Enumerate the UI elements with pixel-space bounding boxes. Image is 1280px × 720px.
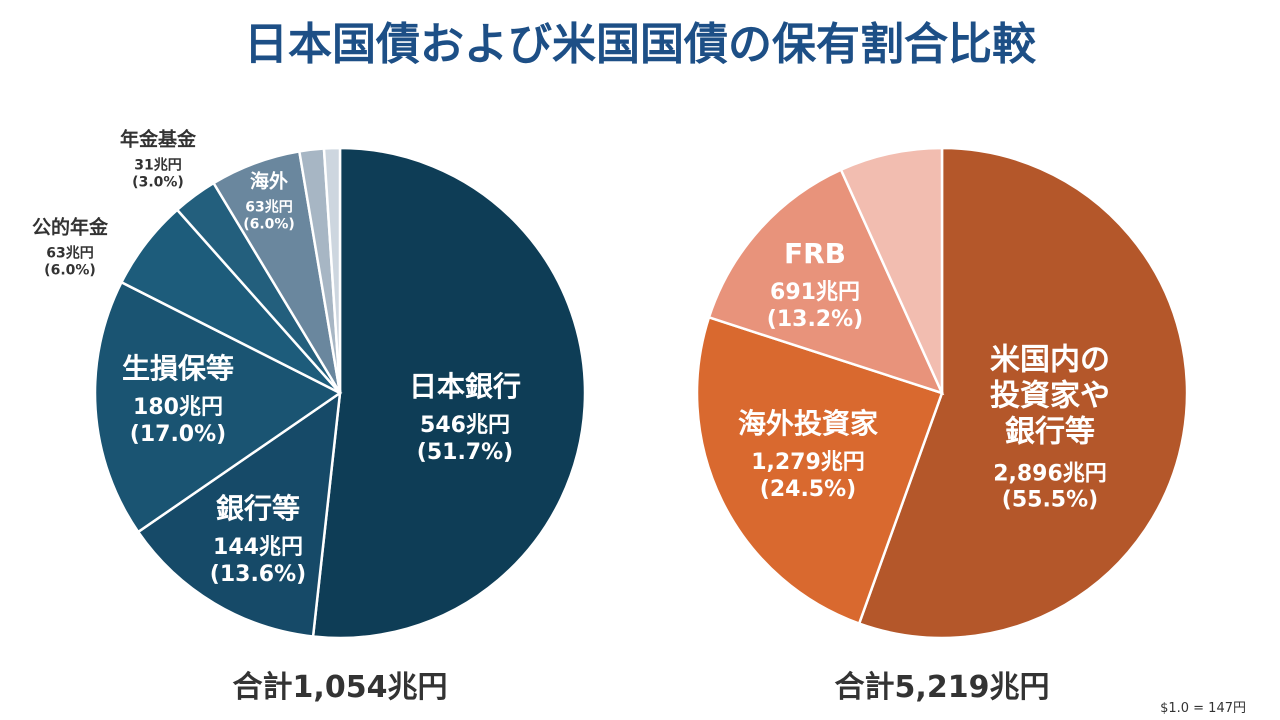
percent-label: (13.6%) [209, 561, 307, 587]
slice-label: 年金基金 31兆円 (3.0%) [120, 128, 196, 191]
slice-label: FRB 691兆円 (13.2%) [767, 237, 863, 333]
slice-label: 海外投資家 1,279兆円 (24.5%) [738, 407, 878, 503]
pie-slice [695, 315, 944, 626]
category-label: 日本銀行 [408, 369, 522, 403]
slice-label: 公的年金 63兆円 (6.0%) [32, 216, 108, 279]
category-label: 銀行等 [215, 491, 300, 525]
percent-label: (6.0%) [243, 216, 295, 233]
total-label: 合計5,219兆円 [834, 670, 1050, 705]
percent-label: (3.0%) [132, 174, 184, 191]
value-label: 144兆円 [213, 535, 303, 561]
pie-slice [707, 168, 945, 396]
category-label: 年金基金 [119, 128, 197, 151]
percent-label: (51.7%) [416, 439, 514, 465]
pie-slice [311, 146, 587, 640]
pie-slice [857, 146, 1189, 640]
slice-label: 銀行等 144兆円 (13.6%) [210, 492, 306, 588]
percent-label: (55.5%) [1001, 487, 1099, 513]
percent-label: (17.0%) [129, 421, 227, 447]
category-label: 公的年金 [31, 216, 109, 239]
value-label: 63兆円 [245, 199, 293, 216]
value-label: 31兆円 [134, 157, 182, 174]
chart-title: 日本国債および米国国債の保有割合比較 [244, 19, 1036, 70]
total-label: 合計1,054兆円 [232, 670, 448, 705]
pie-slice [839, 146, 944, 394]
category-label: 海外 [249, 170, 288, 193]
category-label: 米国内の 投資家や 銀行等 [990, 342, 1110, 450]
value-label: 63兆円 [46, 245, 94, 262]
value-label: 546兆円 [420, 413, 510, 439]
category-label: 生損保等 [121, 351, 235, 385]
slice-label: 海外 63兆円 (6.0%) [243, 170, 295, 233]
slice-label: 生損保等 180兆円 (17.0%) [122, 352, 234, 448]
value-label: 2,896兆円 [993, 460, 1107, 486]
pie-slice [93, 280, 343, 534]
pie-slice [322, 146, 342, 394]
note: $1.0 = 147円 [1160, 701, 1246, 716]
slice-label: 米国内の 投資家や 銀行等 2,896兆円 (55.5%) [990, 342, 1110, 513]
percent-label: (6.0%) [44, 262, 96, 279]
percent-label: (24.5%) [759, 476, 857, 502]
value-label: 691兆円 [770, 280, 860, 306]
category-label: FRB [783, 236, 847, 270]
slice-label: 日本銀行 546兆円 (51.7%) [409, 370, 521, 466]
pie-slice [136, 390, 342, 638]
percent-label: (13.2%) [766, 306, 864, 332]
category-label: 海外投資家 [737, 406, 879, 440]
value-label: 1,279兆円 [751, 450, 865, 476]
value-label: 180兆円 [133, 395, 223, 421]
